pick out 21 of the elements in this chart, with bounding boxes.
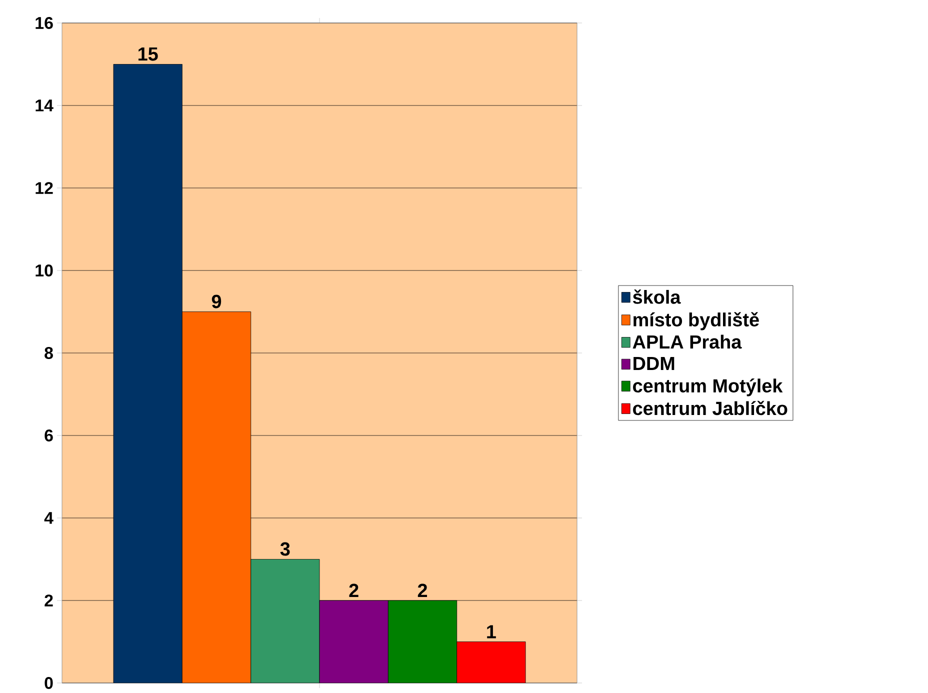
y-tick-label: 0	[44, 676, 53, 689]
data-label: 3	[280, 542, 290, 556]
data-label: 9	[212, 294, 222, 308]
y-tick-label: 4	[44, 512, 54, 524]
legend-label: škola	[632, 290, 681, 304]
data-label: 2	[349, 584, 358, 597]
y-tick-label: 6	[44, 429, 53, 442]
y-tick-label: 10	[36, 264, 53, 276]
y-tick-label: 8	[44, 346, 53, 359]
data-label: 15	[138, 48, 158, 61]
legend-label: centrum Jablíčko	[633, 400, 788, 416]
legend-label: APLA Praha	[632, 334, 742, 349]
y-tick-label: 12	[36, 182, 53, 194]
y-tick-label: 16	[36, 16, 53, 29]
legend-label: centrum Motýlek	[633, 378, 783, 396]
legend-label: DDM	[634, 356, 674, 370]
data-label: 2	[418, 584, 428, 597]
legend-label: místo bydliště	[634, 312, 759, 330]
data-label: 1	[487, 625, 496, 638]
y-tick-label: 2	[44, 594, 53, 606]
y-tick-label: 14	[36, 100, 54, 112]
